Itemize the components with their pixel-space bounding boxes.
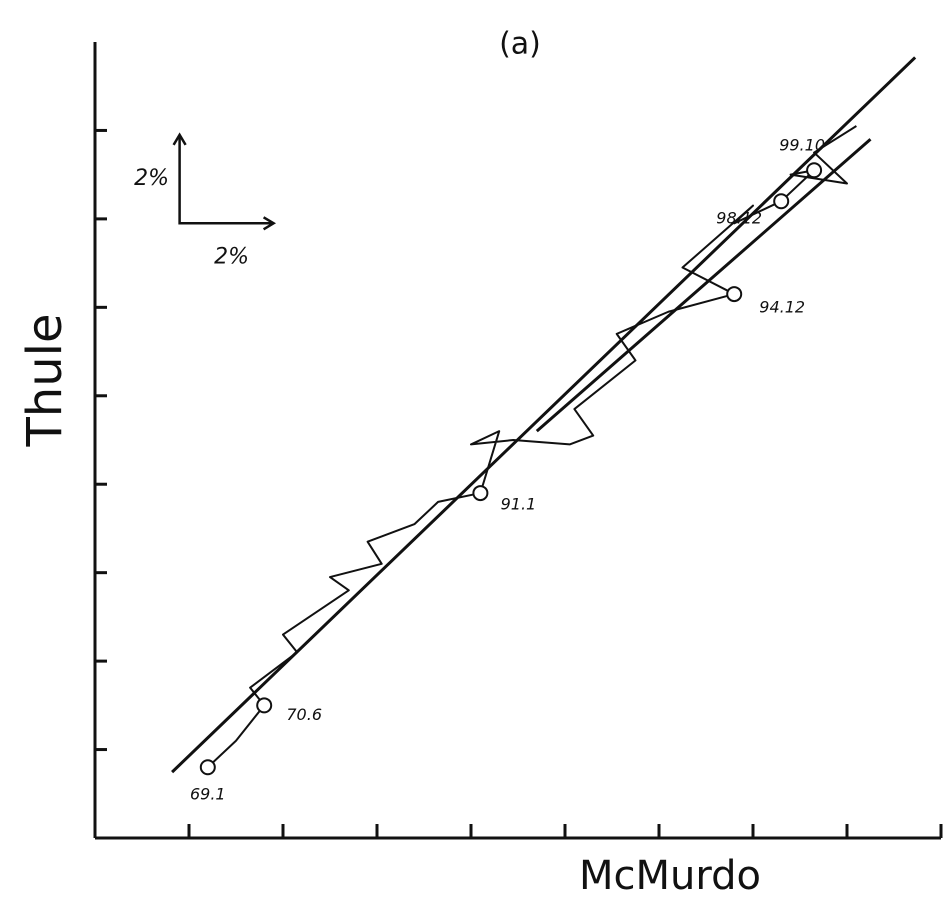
series-line <box>171 56 917 774</box>
scale-bar <box>178 134 274 225</box>
series-line <box>207 125 857 768</box>
point-label: 70.6 <box>286 705 322 724</box>
annotated-point <box>773 193 790 210</box>
annotated-point <box>199 759 216 776</box>
x-axis-label: McMurdo <box>579 853 761 899</box>
point-label: 98.12 <box>716 209 762 228</box>
annotated-point <box>256 697 273 714</box>
point-label: 69.1 <box>190 785 226 804</box>
annotated-point <box>472 485 489 502</box>
chart-title: (a) <box>499 27 541 62</box>
y-axis-label: Thule <box>17 313 73 447</box>
scale-label-y: 2% <box>134 166 169 191</box>
scale-arrowheads <box>172 132 277 231</box>
series-line <box>535 138 872 433</box>
point-label: 94.12 <box>759 298 805 317</box>
point-label: 99.10 <box>779 136 825 155</box>
annotated-point <box>726 286 743 303</box>
scale-label-x: 2% <box>214 244 249 269</box>
point-label: 91.1 <box>501 495 537 514</box>
annotated-point <box>806 162 823 179</box>
